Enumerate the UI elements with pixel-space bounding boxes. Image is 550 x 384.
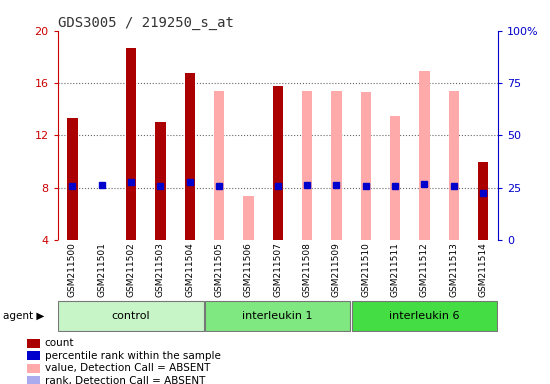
Text: control: control — [112, 311, 150, 321]
Bar — [185, 73, 195, 240]
Bar — [58, 301, 204, 331]
Text: GSM211509: GSM211509 — [332, 242, 341, 297]
Bar — [27, 364, 40, 372]
Text: rank, Detection Call = ABSENT: rank, Detection Call = ABSENT — [45, 376, 205, 384]
Bar — [155, 122, 166, 240]
Text: GSM211510: GSM211510 — [361, 242, 370, 297]
Text: GSM211513: GSM211513 — [449, 242, 458, 297]
Text: GSM211502: GSM211502 — [126, 242, 136, 296]
Text: GSM211506: GSM211506 — [244, 242, 253, 297]
Text: GSM211511: GSM211511 — [390, 242, 400, 297]
Text: GSM211514: GSM211514 — [478, 242, 488, 296]
Bar — [67, 118, 78, 240]
Bar — [331, 91, 342, 240]
Bar — [302, 91, 312, 240]
Bar — [27, 351, 40, 360]
Bar — [214, 91, 224, 240]
Text: GSM211507: GSM211507 — [273, 242, 282, 297]
Bar — [361, 92, 371, 240]
Text: count: count — [45, 338, 74, 348]
Bar — [27, 376, 40, 384]
Bar — [243, 195, 254, 240]
Text: interleukin 1: interleukin 1 — [243, 311, 313, 321]
Bar — [419, 71, 430, 240]
Bar — [449, 91, 459, 240]
Bar — [351, 301, 497, 331]
Text: GDS3005 / 219250_s_at: GDS3005 / 219250_s_at — [58, 16, 234, 30]
Text: percentile rank within the sample: percentile rank within the sample — [45, 351, 221, 361]
Text: GSM211500: GSM211500 — [68, 242, 77, 297]
Text: GSM211504: GSM211504 — [185, 242, 194, 296]
Bar — [205, 301, 350, 331]
Bar — [478, 162, 488, 240]
Text: value, Detection Call = ABSENT: value, Detection Call = ABSENT — [45, 363, 210, 373]
Text: GSM211501: GSM211501 — [97, 242, 106, 297]
Text: GSM211508: GSM211508 — [302, 242, 312, 297]
Bar — [390, 116, 400, 240]
Text: GSM211503: GSM211503 — [156, 242, 165, 297]
Bar — [126, 48, 136, 240]
Text: GSM211505: GSM211505 — [214, 242, 224, 297]
Text: interleukin 6: interleukin 6 — [389, 311, 460, 321]
Bar — [273, 86, 283, 240]
Text: agent ▶: agent ▶ — [3, 311, 44, 321]
Bar — [27, 339, 40, 348]
Text: GSM211512: GSM211512 — [420, 242, 429, 296]
